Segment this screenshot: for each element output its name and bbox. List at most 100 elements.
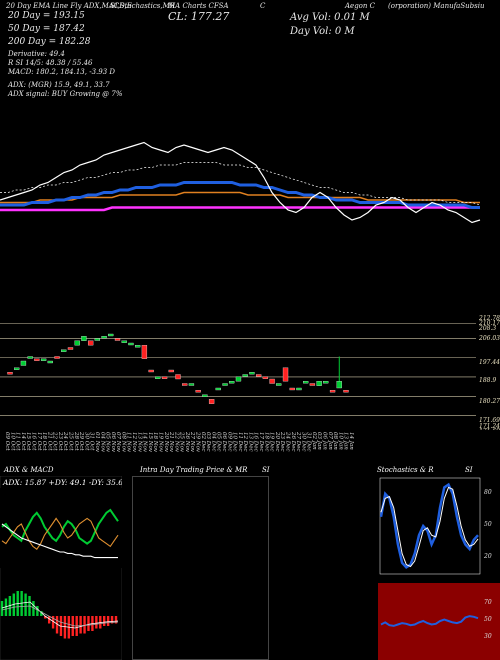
candle <box>289 387 295 391</box>
candle <box>7 372 13 375</box>
header-title-right: Aegon C <box>345 2 375 10</box>
price-tick-label: 208.3 <box>478 325 496 332</box>
intraday-title: Intra Day Trading Price & MR <box>140 466 248 474</box>
macd-line <box>1 601 119 629</box>
candle <box>242 374 248 377</box>
date-tick-label: 02 Dec <box>200 432 206 452</box>
candle <box>168 369 174 373</box>
date-tick-label: 29 Nov <box>195 431 201 453</box>
date-tick-label: 20 Nov <box>163 431 169 453</box>
candle <box>155 376 161 379</box>
header-title-mid2: MA Charts CFSA <box>168 2 229 10</box>
date-tick-label: 06 Dec <box>221 432 227 452</box>
date-tick-label: 11 Nov <box>126 432 132 453</box>
stoch-k <box>379 482 479 570</box>
adx-series-ADX <box>1 523 118 559</box>
macd-bar <box>40 611 43 616</box>
candle <box>74 340 80 346</box>
macd-bar <box>24 593 27 616</box>
date-tick-label: 30 Dec <box>300 432 306 452</box>
date-tick-label: 03 Dec <box>205 432 211 452</box>
date-tick-label: 02 Jan <box>311 432 317 450</box>
macd-bar <box>44 616 47 619</box>
stoch-tick-label: 50 <box>484 521 492 528</box>
adx-series-+DI <box>1 508 119 545</box>
macd-bar <box>110 616 114 624</box>
candle <box>114 338 121 341</box>
candle <box>101 336 107 339</box>
date-tick-label: 23 Oct <box>57 431 63 451</box>
date-tick-label: 14 Oct <box>20 432 26 451</box>
candle <box>81 336 87 341</box>
intraday-panel <box>132 476 269 660</box>
candle <box>135 345 141 348</box>
candle <box>282 367 289 382</box>
date-tick-label: 07 Jan <box>327 432 333 450</box>
date-tick-label: 11 Dec <box>237 432 243 452</box>
macd-bar <box>103 616 106 626</box>
date-tick-label: 17 Oct <box>36 432 42 451</box>
date-tick-label: 26 Dec <box>290 431 296 452</box>
ema50-label: 50 Day = 187.42 <box>8 24 85 34</box>
price-tick-label: 210.17 <box>478 320 500 327</box>
ma-series-price <box>0 141 481 224</box>
stoch-tick-label: 80 <box>484 489 492 496</box>
candle <box>188 383 195 386</box>
day-vol-label: Day Vol: 0 M <box>290 26 355 37</box>
ma-series-sma20 <box>0 162 481 206</box>
date-tick-label: 23 Dec <box>279 431 285 452</box>
price-tick-label: 180.27 <box>479 398 500 405</box>
stoch-title-right: SI <box>465 466 473 474</box>
price-tick-label: 171.69 <box>479 417 500 424</box>
ma-chart <box>0 141 481 224</box>
date-tick-label: 16 Oct <box>31 432 37 451</box>
candle <box>336 381 342 389</box>
date-tick-label: 27 Nov <box>189 431 195 453</box>
adx-panel-title: ADX & MACD <box>4 466 54 474</box>
macd-bar <box>36 606 39 616</box>
date-tick-label: 14 Jan <box>348 432 354 450</box>
candle <box>175 374 181 380</box>
date-tick-label: 24 Oct <box>62 431 68 451</box>
macd-bar <box>79 616 82 634</box>
candle <box>323 381 329 384</box>
date-tick-label: 13 Dec <box>247 432 253 452</box>
stoch-tick-label: 20 <box>483 553 492 560</box>
candle <box>108 333 114 337</box>
candle <box>61 349 67 352</box>
candle <box>87 340 94 346</box>
date-tick-label: 13 Nov <box>136 432 142 453</box>
candle <box>47 360 53 364</box>
stoch-panel: 80 50 20 70 50 30 <box>378 476 500 660</box>
date-tick-label: 21 Oct <box>46 431 52 451</box>
close-label: CL: 177.27 <box>168 10 230 23</box>
date-tick-label: 24 Dec <box>285 431 291 452</box>
adx-label: ADX: (MGR) 15.9, 49.1, 33.7 <box>8 81 110 89</box>
price-tick-label: 171.69 <box>479 428 500 430</box>
candle <box>269 378 275 384</box>
date-tick-label: 31 Dec <box>306 432 312 452</box>
candle <box>121 340 127 343</box>
macd-bar <box>114 616 118 624</box>
header-title-left: 20 Day EMA Line Fly ADX,MACD,E <box>6 2 132 10</box>
date-tick-label: 10 Dec <box>232 432 238 452</box>
date-tick-label: 06 Nov <box>110 432 116 453</box>
macd-bar <box>4 598 8 616</box>
ema20-label: 20 Day = 193.15 <box>8 11 85 21</box>
date-tick-label: 09 Dec <box>226 432 232 452</box>
derivative-label: Derivative: 49.4 <box>8 50 65 58</box>
date-tick-label: 29 Oct <box>78 431 84 451</box>
date-tick-label: 26 Nov <box>184 431 190 453</box>
candle <box>303 381 309 384</box>
date-tick-label: 18 Nov <box>152 432 158 453</box>
candle <box>222 383 228 386</box>
rsi-label: R SI 14/5: 48.38 / 55.46 <box>8 59 93 67</box>
candle <box>229 381 235 384</box>
candle <box>14 367 20 370</box>
candle <box>249 372 255 375</box>
macd-bar <box>51 616 55 629</box>
date-tick-label: 15 Nov <box>147 432 153 453</box>
price-tick-label: 188.9 <box>479 377 496 384</box>
date-tick-label: 18 Dec <box>263 432 269 452</box>
